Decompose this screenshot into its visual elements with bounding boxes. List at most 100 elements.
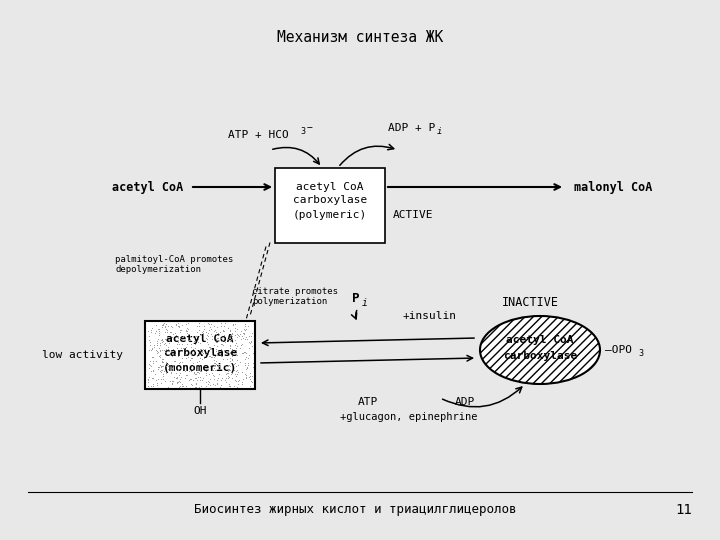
Point [160, 328, 171, 336]
Point [214, 327, 225, 336]
Point [201, 330, 212, 339]
Point [154, 361, 166, 369]
Point [239, 320, 251, 328]
Point [225, 353, 236, 362]
Point [222, 368, 234, 377]
Text: +insulin: +insulin [403, 311, 457, 321]
Point [168, 373, 179, 382]
Point [209, 375, 220, 383]
Point [202, 338, 213, 347]
Point [205, 330, 217, 339]
Point [227, 321, 238, 329]
Point [215, 319, 226, 328]
Point [231, 342, 243, 351]
Point [200, 334, 212, 342]
Point [190, 382, 202, 391]
Point [230, 346, 242, 354]
Point [152, 325, 163, 334]
Point [206, 368, 217, 377]
Point [156, 336, 167, 345]
Point [213, 330, 225, 339]
Point [144, 357, 156, 366]
Text: i: i [362, 298, 368, 308]
Point [159, 348, 171, 356]
Point [204, 375, 215, 383]
Point [146, 324, 158, 333]
Text: ATP: ATP [358, 397, 378, 407]
Point [154, 341, 166, 349]
Point [185, 362, 197, 371]
Point [236, 377, 248, 386]
Point [166, 366, 177, 374]
Point [220, 349, 232, 357]
Point [194, 367, 206, 375]
Point [150, 349, 162, 357]
Point [174, 334, 186, 342]
Point [152, 362, 163, 371]
Point [174, 382, 186, 391]
Point [222, 372, 233, 380]
Point [161, 341, 172, 349]
Point [174, 339, 185, 348]
Point [150, 321, 162, 329]
Point [209, 359, 220, 367]
Point [237, 375, 248, 384]
Point [238, 334, 249, 343]
Point [191, 328, 202, 336]
Point [156, 323, 168, 332]
Point [197, 346, 208, 355]
Point [198, 373, 210, 382]
Point [176, 381, 188, 390]
Point [159, 335, 171, 343]
Text: citrate promotes: citrate promotes [252, 287, 338, 296]
Text: (monomeric): (monomeric) [163, 363, 237, 373]
Point [146, 345, 158, 354]
Point [197, 375, 208, 384]
Text: OH: OH [193, 406, 207, 416]
Point [182, 319, 194, 328]
Point [153, 364, 164, 373]
Point [153, 362, 164, 371]
Point [151, 340, 163, 349]
Point [154, 339, 166, 348]
Point [171, 373, 182, 382]
Point [207, 371, 219, 380]
Point [197, 328, 208, 336]
Point [170, 320, 181, 328]
Point [150, 370, 161, 379]
Point [224, 373, 235, 381]
Point [186, 375, 197, 383]
Point [156, 355, 168, 364]
Point [238, 330, 250, 339]
Point [230, 323, 241, 332]
Point [239, 334, 251, 343]
Point [222, 368, 233, 377]
Point [186, 380, 198, 389]
Point [238, 328, 250, 337]
Point [241, 362, 253, 371]
Point [203, 326, 215, 334]
Point [193, 319, 204, 327]
Point [230, 366, 242, 375]
Point [157, 375, 168, 383]
Point [212, 334, 223, 342]
Point [143, 378, 154, 387]
Point [156, 368, 167, 377]
Point [197, 348, 208, 357]
Point [193, 319, 204, 327]
Point [242, 359, 253, 367]
Point [171, 331, 182, 340]
Point [145, 367, 156, 375]
Point [172, 377, 184, 386]
Point [166, 352, 177, 361]
Point [230, 377, 242, 386]
Point [233, 367, 244, 376]
Point [237, 349, 248, 358]
Point [189, 347, 200, 355]
Point [146, 344, 158, 353]
Point [217, 355, 229, 363]
Point [147, 353, 158, 361]
Point [174, 328, 186, 336]
Point [175, 326, 186, 334]
Point [210, 328, 222, 337]
